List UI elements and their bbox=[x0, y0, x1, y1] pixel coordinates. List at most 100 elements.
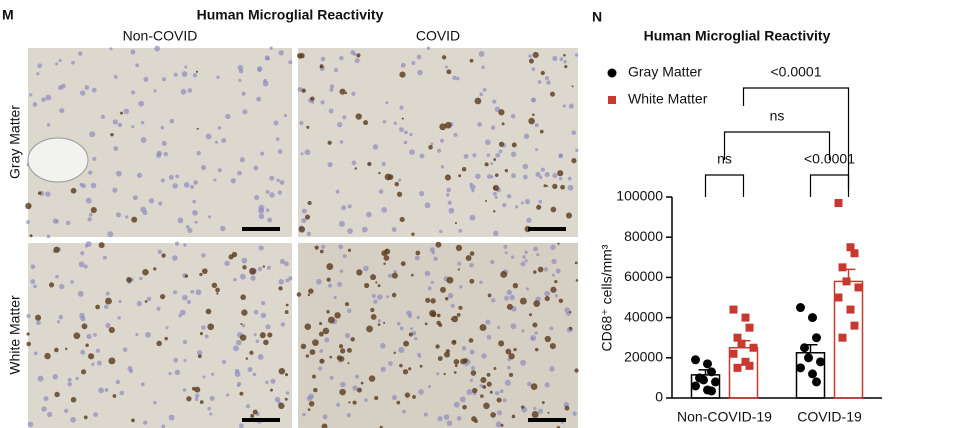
microglia bbox=[505, 348, 512, 355]
microglia bbox=[458, 305, 463, 310]
microglia bbox=[498, 109, 505, 116]
microglia bbox=[470, 370, 477, 376]
nucleus bbox=[161, 424, 166, 428]
microglia bbox=[557, 170, 564, 177]
microglia bbox=[474, 419, 478, 424]
nucleus bbox=[535, 171, 541, 178]
nucleus bbox=[485, 319, 491, 325]
microglia bbox=[131, 418, 135, 423]
nucleus bbox=[59, 283, 65, 290]
nucleus bbox=[105, 291, 110, 296]
microglia bbox=[98, 242, 105, 249]
microglia bbox=[508, 353, 515, 360]
microglia bbox=[532, 113, 535, 117]
microglia bbox=[430, 311, 437, 318]
microglia bbox=[454, 364, 458, 368]
microglia bbox=[344, 302, 350, 307]
nucleus bbox=[214, 140, 219, 144]
microglia bbox=[549, 91, 556, 97]
nucleus bbox=[531, 67, 536, 71]
microglia bbox=[531, 411, 539, 418]
nucleus bbox=[352, 52, 357, 56]
nucleus bbox=[183, 359, 187, 363]
nucleus bbox=[237, 170, 242, 176]
microglia bbox=[419, 364, 423, 368]
nucleus bbox=[386, 295, 390, 299]
microglia bbox=[408, 332, 413, 337]
microglia bbox=[383, 321, 386, 324]
nucleus bbox=[165, 326, 169, 330]
microglia bbox=[160, 293, 166, 300]
nucleus bbox=[533, 246, 539, 252]
nucleus bbox=[407, 313, 413, 319]
nucleus bbox=[382, 119, 387, 124]
microglia bbox=[462, 404, 467, 410]
nucleus bbox=[37, 375, 44, 382]
nucleus bbox=[183, 243, 187, 247]
microglia bbox=[240, 322, 243, 326]
nucleus bbox=[380, 366, 386, 372]
y-tick-label: 0 bbox=[655, 389, 663, 405]
nucleus bbox=[257, 353, 264, 360]
data-point bbox=[699, 375, 708, 385]
nucleus bbox=[456, 415, 462, 421]
nucleus bbox=[78, 51, 83, 56]
nucleus bbox=[540, 167, 545, 172]
microglia bbox=[521, 405, 525, 409]
data-point bbox=[816, 357, 825, 367]
nucleus bbox=[417, 69, 423, 76]
microglia bbox=[428, 145, 433, 150]
nucleus bbox=[549, 326, 554, 331]
nucleus bbox=[536, 253, 540, 257]
nucleus bbox=[492, 191, 497, 196]
microglia bbox=[441, 55, 447, 60]
nucleus bbox=[490, 259, 495, 265]
nucleus bbox=[419, 153, 425, 159]
nucleus bbox=[288, 60, 293, 65]
nucleus bbox=[537, 408, 544, 414]
nucleus bbox=[440, 165, 445, 169]
nucleus bbox=[492, 99, 497, 104]
microglia bbox=[285, 303, 289, 307]
nucleus bbox=[430, 142, 434, 146]
nucleus bbox=[172, 183, 178, 189]
nucleus bbox=[409, 132, 413, 137]
microglia bbox=[569, 310, 572, 314]
nucleus bbox=[196, 350, 203, 356]
nucleus bbox=[302, 412, 306, 417]
data-point bbox=[854, 283, 863, 292]
nucleus bbox=[469, 262, 474, 268]
nucleus bbox=[58, 314, 64, 320]
nucleus bbox=[209, 412, 213, 416]
nucleus bbox=[125, 215, 129, 219]
nucleus bbox=[339, 269, 344, 273]
data-point bbox=[737, 339, 746, 348]
nucleus bbox=[502, 202, 507, 208]
micrographs bbox=[25, 45, 579, 428]
microglia bbox=[540, 70, 545, 76]
nucleus bbox=[193, 180, 198, 185]
nucleus bbox=[300, 152, 304, 156]
nucleus bbox=[265, 208, 270, 212]
nucleus bbox=[320, 100, 325, 105]
nucleus bbox=[530, 336, 535, 341]
nucleus bbox=[327, 161, 333, 168]
microglia bbox=[544, 335, 551, 343]
microglia bbox=[530, 383, 538, 390]
microglia bbox=[472, 387, 478, 394]
microglia bbox=[267, 332, 273, 338]
nucleus bbox=[478, 51, 485, 57]
nucleus bbox=[385, 101, 389, 105]
data-point bbox=[808, 313, 817, 323]
nucleus bbox=[113, 146, 119, 151]
nucleus bbox=[387, 273, 393, 278]
data-point bbox=[812, 333, 821, 343]
nucleus bbox=[157, 249, 162, 255]
nucleus bbox=[524, 250, 528, 254]
microglia bbox=[319, 64, 324, 69]
microglia bbox=[245, 357, 249, 360]
nucleus bbox=[93, 333, 97, 337]
microglia bbox=[241, 309, 248, 316]
nucleus bbox=[77, 290, 84, 297]
